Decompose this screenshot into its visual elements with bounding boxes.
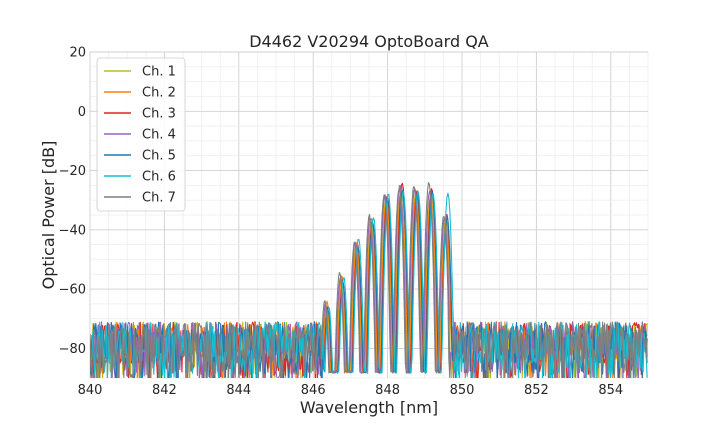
legend: Ch. 1 Ch. 2 Ch. 3 Ch. 4 Ch. 5 Ch. 6 Ch. 7 [96,57,186,212]
legend-label: Ch. 7 [142,191,176,206]
series-line-ch-7 [90,182,648,378]
legend-label: Ch. 2 [142,86,176,101]
legend-label: Ch. 4 [142,128,176,143]
chart-title: D4462 V20294 OptoBoard QA [249,32,489,51]
y-tick-labels: 20 0 −20 −40 −60 −80 [59,46,86,357]
y-tick-label: −80 [59,342,86,357]
x-tick-label: 842 [152,383,177,398]
x-tick-label: 846 [301,383,326,398]
y-axis-label: Optical Power [dB] [39,141,58,290]
x-tick-label: 852 [524,383,549,398]
series-line-ch-2 [90,184,648,378]
y-tick-label: −60 [59,283,86,298]
y-tick-label: −20 [59,164,86,179]
y-tick-label: 20 [69,46,86,61]
legend-label: Ch. 3 [142,107,176,122]
x-tick-labels: 840 842 844 846 848 850 852 854 [78,383,624,398]
legend-label: Ch. 5 [142,149,176,164]
x-tick-label: 854 [598,383,623,398]
x-tick-label: 850 [450,383,475,398]
y-tick-label: 0 [78,105,86,120]
y-tick-label: −40 [59,223,86,238]
legend-box [96,57,186,212]
x-tick-label: 844 [226,383,251,398]
series-line-ch-6 [90,190,648,378]
legend-label: Ch. 1 [142,65,176,80]
legend-label: Ch. 6 [142,170,176,185]
x-tick-label: 840 [78,383,103,398]
x-tick-label: 848 [375,383,400,398]
x-axis-label: Wavelength [nm] [300,398,438,417]
series-layer [90,182,648,378]
